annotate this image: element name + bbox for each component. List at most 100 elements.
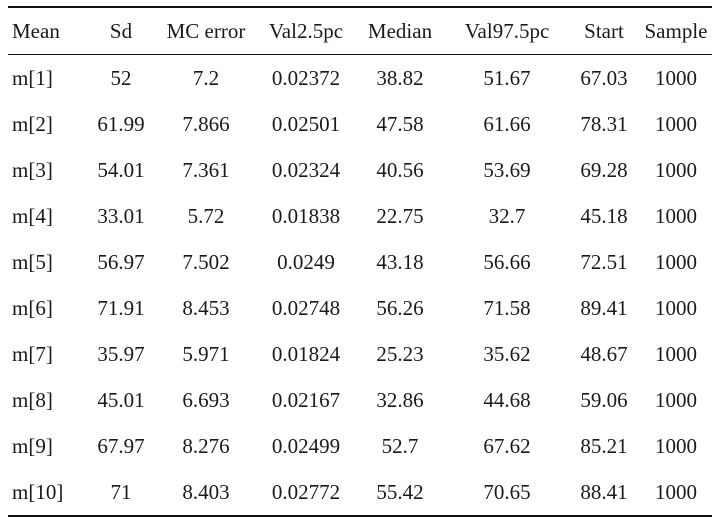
cell-start: 72.51 — [580, 249, 628, 274]
cell-mean: m[10] — [12, 479, 64, 504]
cell-mc-error: 8.276 — [182, 433, 230, 458]
cell-mean: m[5] — [12, 249, 53, 274]
header-sd: Sd — [109, 18, 133, 43]
header-mean: Mean — [12, 18, 60, 43]
cell-median: 56.26 — [376, 295, 424, 320]
cell-start: 78.31 — [580, 111, 628, 136]
cell-sd: 67.97 — [97, 433, 145, 458]
cell-sd: 45.01 — [97, 387, 145, 412]
cell-start: 88.41 — [580, 479, 628, 504]
header-sample: Sample — [644, 18, 708, 43]
cell-sample: 1000 — [655, 387, 697, 412]
table-body: m[1] 52 7.2 0.02372 38.82 51.67 67.03 1000 m[2] 6… — [8, 55, 712, 516]
cell-start: 89.41 — [580, 295, 628, 320]
cell-sample: 1000 — [655, 203, 697, 228]
cell-val97-5pc: 61.66 — [483, 111, 531, 136]
cell-sample: 1000 — [655, 341, 697, 366]
cell-val97-5pc: 71.58 — [483, 295, 531, 320]
header-start: Start — [584, 18, 624, 43]
cell-val97-5pc: 67.62 — [483, 433, 531, 458]
cell-sample: 1000 — [655, 65, 697, 90]
cell-mc-error: 7.866 — [182, 111, 230, 136]
cell-median: 25.23 — [376, 341, 424, 366]
cell-val2-5pc: 0.0249 — [277, 249, 335, 274]
cell-sample: 1000 — [655, 157, 697, 182]
cell-sd: 52 — [110, 65, 132, 90]
cell-mean: m[4] — [12, 203, 53, 228]
table-row: m[5] 56.97 7.502 0.0249 43.18 56.66 72.51 1000 — [8, 239, 712, 285]
cell-sample: 1000 — [655, 433, 697, 458]
cell-median: 55.42 — [376, 479, 424, 504]
cell-val2-5pc: 0.02772 — [271, 479, 341, 504]
cell-sample: 1000 — [655, 295, 697, 320]
cell-val97-5pc: 32.7 — [488, 203, 526, 228]
cell-mean: m[6] — [12, 295, 53, 320]
cell-sd: 35.97 — [97, 341, 145, 366]
cell-sample: 1000 — [655, 479, 697, 504]
cell-sample: 1000 — [655, 249, 697, 274]
cell-val2-5pc: 0.01824 — [271, 341, 341, 366]
header-mc-error: MC error — [166, 18, 246, 43]
table-header: Mean Sd MC error Val2.5pc Median Val97.5… — [8, 7, 712, 55]
cell-val97-5pc: 53.69 — [483, 157, 531, 182]
cell-val97-5pc: 51.67 — [483, 65, 531, 90]
cell-val2-5pc: 0.02167 — [271, 387, 341, 412]
cell-mean: m[2] — [12, 111, 53, 136]
cell-val97-5pc: 44.68 — [483, 387, 531, 412]
header-val97-5pc: Val97.5pc — [464, 18, 550, 43]
cell-start: 48.67 — [580, 341, 628, 366]
table-row: m[9] 67.97 8.276 0.02499 52.7 67.62 85.21 1000 — [8, 423, 712, 469]
cell-mc-error: 7.502 — [182, 249, 230, 274]
statistics-table: Mean Sd MC error Val2.5pc Median Val97.5… — [8, 6, 712, 517]
cell-mc-error: 8.403 — [182, 479, 230, 504]
header-val2-5pc: Val2.5pc — [268, 18, 344, 43]
cell-val2-5pc: 0.02499 — [271, 433, 341, 458]
table-row: m[3] 54.01 7.361 0.02324 40.56 53.69 69.28 1000 — [8, 147, 712, 193]
cell-start: 69.28 — [580, 157, 628, 182]
cell-median: 47.58 — [376, 111, 424, 136]
cell-median: 32.86 — [376, 387, 424, 412]
cell-sd: 33.01 — [97, 203, 145, 228]
cell-sd: 54.01 — [97, 157, 145, 182]
cell-sd: 71 — [110, 479, 132, 504]
cell-sd: 61.99 — [97, 111, 145, 136]
cell-start: 67.03 — [580, 65, 628, 90]
cell-mc-error: 7.361 — [182, 157, 230, 182]
cell-mc-error: 7.2 — [192, 65, 220, 90]
cell-sd: 56.97 — [97, 249, 145, 274]
cell-mean: m[8] — [12, 387, 53, 412]
cell-val97-5pc: 70.65 — [483, 479, 531, 504]
cell-val2-5pc: 0.01838 — [271, 203, 341, 228]
cell-mean: m[3] — [12, 157, 53, 182]
cell-mean: m[7] — [12, 341, 53, 366]
header-row: Mean Sd MC error Val2.5pc Median Val97.5… — [8, 7, 712, 55]
cell-mean: m[1] — [12, 65, 53, 90]
table-row: m[10] 71 8.403 0.02772 55.42 70.65 88.41 1000 — [8, 469, 712, 516]
cell-start: 59.06 — [580, 387, 628, 412]
cell-median: 52.7 — [381, 433, 419, 458]
cell-start: 85.21 — [580, 433, 628, 458]
cell-mean: m[9] — [12, 433, 53, 458]
cell-val2-5pc: 0.02748 — [271, 295, 341, 320]
cell-sd: 71.91 — [97, 295, 145, 320]
cell-median: 43.18 — [376, 249, 424, 274]
cell-mc-error: 5.971 — [182, 341, 230, 366]
table-row: m[7] 35.97 5.971 0.01824 25.23 35.62 48.67 1000 — [8, 331, 712, 377]
cell-val97-5pc: 35.62 — [483, 341, 531, 366]
cell-mc-error: 5.72 — [187, 203, 225, 228]
cell-median: 40.56 — [376, 157, 424, 182]
table-row: m[8] 45.01 6.693 0.02167 32.86 44.68 59.06 1000 — [8, 377, 712, 423]
cell-val2-5pc: 0.02372 — [271, 65, 341, 90]
cell-start: 45.18 — [580, 203, 628, 228]
cell-val2-5pc: 0.02324 — [271, 157, 341, 182]
cell-sample: 1000 — [655, 111, 697, 136]
table-row: m[4] 33.01 5.72 0.01838 22.75 32.7 45.18 1000 — [8, 193, 712, 239]
header-median: Median — [367, 18, 433, 43]
cell-median: 38.82 — [376, 65, 424, 90]
table-row: m[1] 52 7.2 0.02372 38.82 51.67 67.03 1000 — [8, 55, 712, 102]
cell-mc-error: 8.453 — [182, 295, 230, 320]
cell-val97-5pc: 56.66 — [483, 249, 531, 274]
table-row: m[2] 61.99 7.866 0.02501 47.58 61.66 78.31 1000 — [8, 101, 712, 147]
cell-mc-error: 6.693 — [182, 387, 230, 412]
